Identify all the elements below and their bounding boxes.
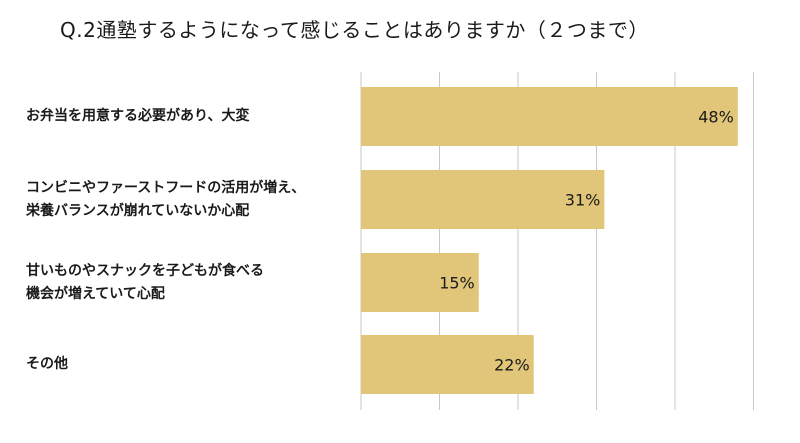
bar-value-label: 31% <box>565 191 601 210</box>
category-label: 甘いものやスナックを子どもが食べる 機会が増えていて心配 <box>26 260 264 306</box>
category-label: お弁当を用意する必要があり、大変 <box>26 105 249 128</box>
bar-value-label: 48% <box>698 108 734 127</box>
category-label-line: 機会が増えていて心配 <box>26 285 165 302</box>
chart-title: Q.2通塾するようになって感じることはありますか（２つまで） <box>60 18 649 42</box>
bar <box>361 87 738 146</box>
category-label-line: お弁当を用意する必要があり、大変 <box>26 108 250 124</box>
bar-value-label: 22% <box>494 356 530 375</box>
category-label-line: その他 <box>26 356 68 372</box>
bar <box>361 335 534 394</box>
bar <box>361 170 605 229</box>
bar-value-label: 15% <box>439 274 475 293</box>
category-label: コンビニやファーストフードの活用が増え、 栄養バランスが崩れていないか心配 <box>26 177 305 223</box>
category-label-line: 甘いものやスナックを子どもが食べる <box>26 262 264 279</box>
category-label: その他 <box>26 353 68 376</box>
bar <box>361 253 479 312</box>
category-label-line: コンビニやファーストフードの活用が増え、 <box>26 179 306 196</box>
category-label-line: 栄養バランスが崩れていないか心配 <box>26 202 250 219</box>
